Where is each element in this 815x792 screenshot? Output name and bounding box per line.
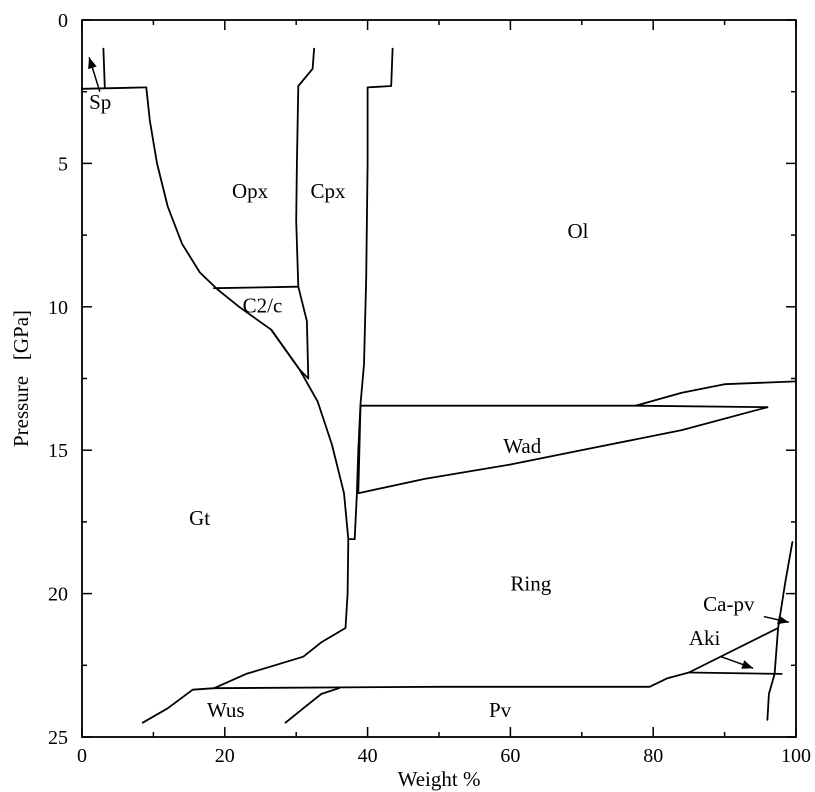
y-axis-title: Pressure [GPa] <box>9 310 33 447</box>
region-label-c2-c: C2/c <box>243 294 283 318</box>
boundary-wus-left <box>141 687 216 724</box>
boundary-gt-ring <box>213 538 350 690</box>
region-label-gt: Gt <box>189 506 210 530</box>
boundary-pv-top <box>213 627 779 690</box>
boundary-sp-gt-horizontal <box>81 86 148 90</box>
boundary-wad-ol-tail <box>634 380 797 407</box>
arrowhead-ca-pv <box>777 615 789 625</box>
x-tick-label: 20 <box>215 745 235 767</box>
boundary-aki-bottom <box>688 671 783 675</box>
region-label-aki: Aki <box>689 626 721 650</box>
boundary-opx-cpx <box>295 47 316 380</box>
y-tick-label: 15 <box>48 440 68 462</box>
axis-ticks <box>81 19 797 738</box>
region-label-ring: Ring <box>510 572 551 596</box>
x-tick-label: 80 <box>643 745 663 767</box>
region-label-ca-pv: Ca-pv <box>703 592 755 616</box>
phase-boundaries <box>81 47 797 724</box>
region-label-pv: Pv <box>489 698 512 722</box>
y-tick-label: 0 <box>58 10 68 32</box>
region-label-sp: Sp <box>89 90 111 114</box>
boundary-ca-pv-boundary <box>766 541 794 721</box>
boundary-opx-gt <box>145 86 350 540</box>
x-axis-title: Weight % <box>398 767 481 791</box>
arrowhead-aki <box>741 660 754 669</box>
x-tick-label: 40 <box>358 745 378 767</box>
x-tick-label: 100 <box>781 745 811 767</box>
boundary-cpx-ol <box>353 47 394 540</box>
region-label-opx: Opx <box>232 179 269 203</box>
region-label-wad: Wad <box>503 434 541 458</box>
y-tick-label: 10 <box>48 297 68 319</box>
y-tick-label: 20 <box>48 584 68 606</box>
region-label-ol: Ol <box>568 219 589 243</box>
boundary-wus-pv <box>284 687 340 724</box>
boundary-c2c-top <box>213 285 300 290</box>
boundary-wad-left <box>357 404 362 495</box>
x-tick-label: 0 <box>77 745 87 767</box>
y-tick-label: 5 <box>58 153 68 175</box>
region-label-cpx: Cpx <box>310 179 346 203</box>
region-label-wus: Wus <box>207 698 245 722</box>
arrowhead-sp <box>88 57 97 70</box>
boundary-wad-top <box>359 404 769 409</box>
x-tick-label: 60 <box>500 745 520 767</box>
label-arrows <box>88 57 790 669</box>
boundary-c2c-lower-left <box>270 328 310 380</box>
boundary-wad-bottom <box>357 406 769 495</box>
y-tick-label: 25 <box>48 727 68 749</box>
axis-tick-labels: 0 20 40 60 80 100 0 5 10 15 20 25 <box>48 10 811 767</box>
boundary-sp-left-vertical <box>102 47 106 89</box>
phase-region-labels: Sp Opx Cpx Ol C2/c Wad Gt Ring Ca-pv Aki Wus Pv <box>89 90 755 722</box>
